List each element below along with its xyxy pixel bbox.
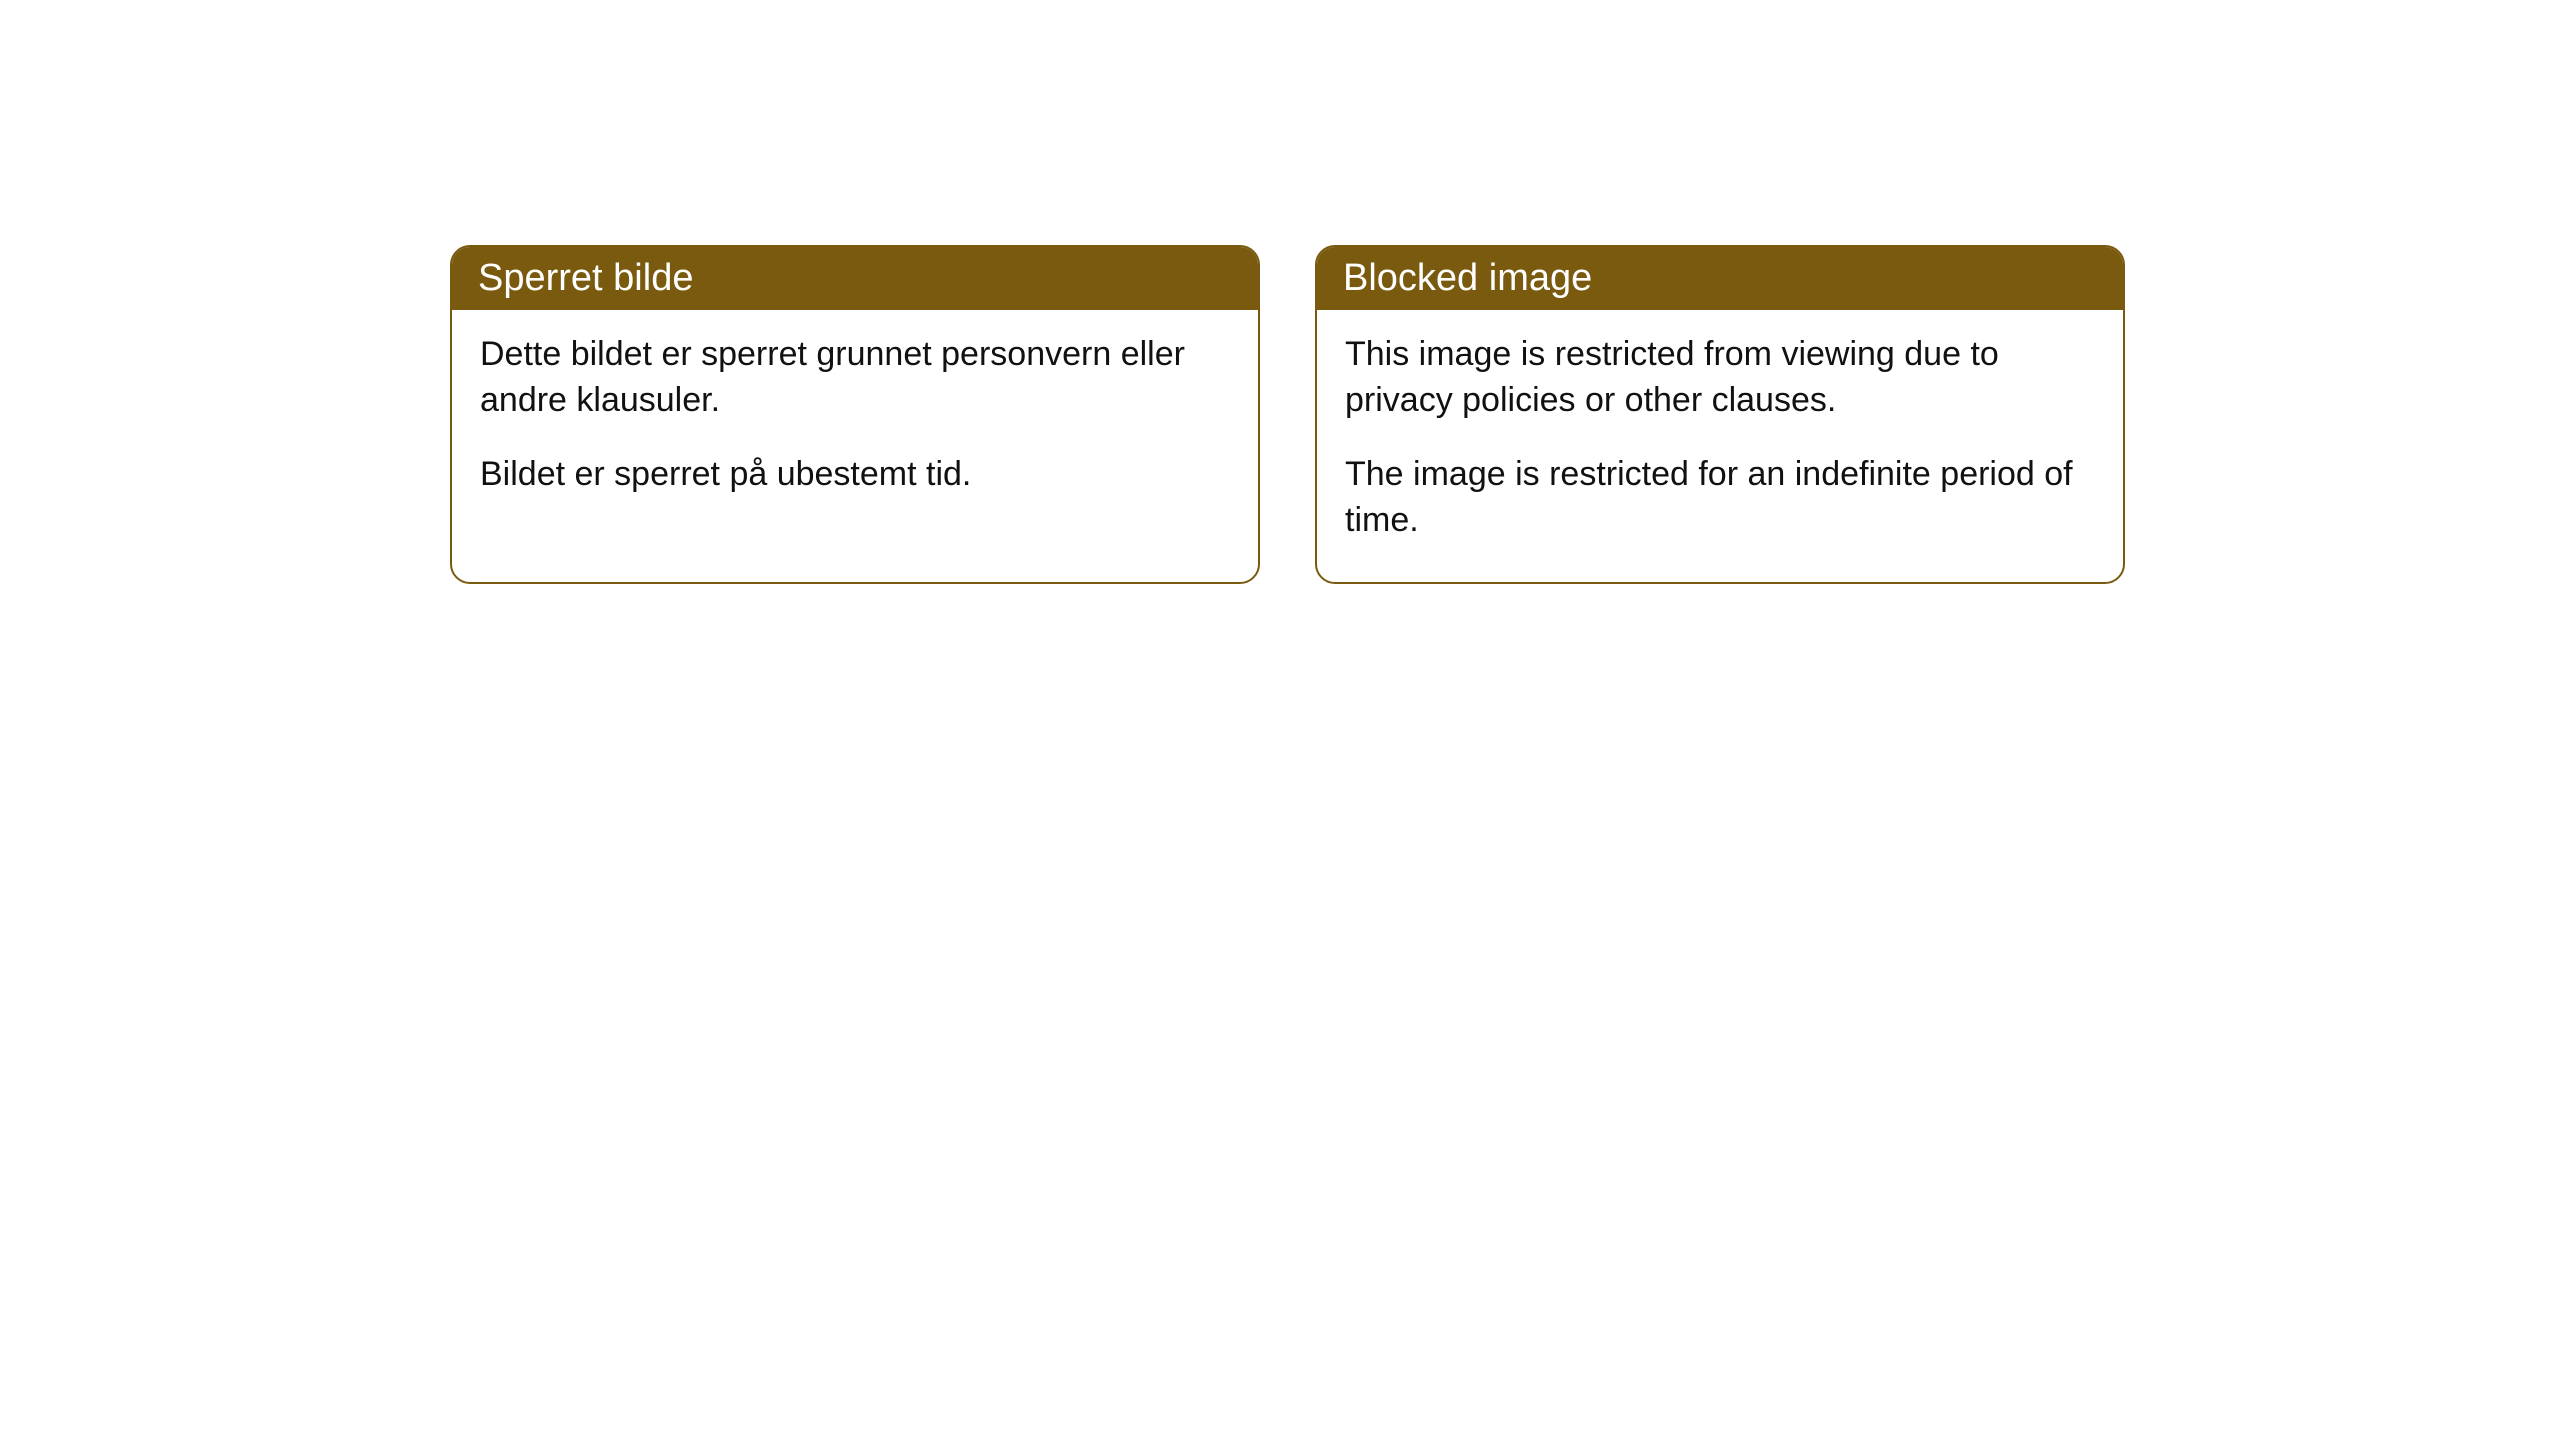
card-paragraph: The image is restricted for an indefinit… bbox=[1345, 452, 2095, 544]
card-body: This image is restricted from viewing du… bbox=[1317, 310, 2123, 582]
card-body: Dette bildet er sperret grunnet personve… bbox=[452, 310, 1258, 536]
blocked-image-card-no: Sperret bilde Dette bildet er sperret gr… bbox=[450, 245, 1260, 584]
card-paragraph: Bildet er sperret på ubestemt tid. bbox=[480, 452, 1230, 498]
card-header: Sperret bilde bbox=[452, 247, 1258, 310]
blocked-image-card-en: Blocked image This image is restricted f… bbox=[1315, 245, 2125, 584]
card-paragraph: Dette bildet er sperret grunnet personve… bbox=[480, 332, 1230, 424]
card-paragraph: This image is restricted from viewing du… bbox=[1345, 332, 2095, 424]
notice-cards-container: Sperret bilde Dette bildet er sperret gr… bbox=[450, 245, 2125, 584]
card-header: Blocked image bbox=[1317, 247, 2123, 310]
